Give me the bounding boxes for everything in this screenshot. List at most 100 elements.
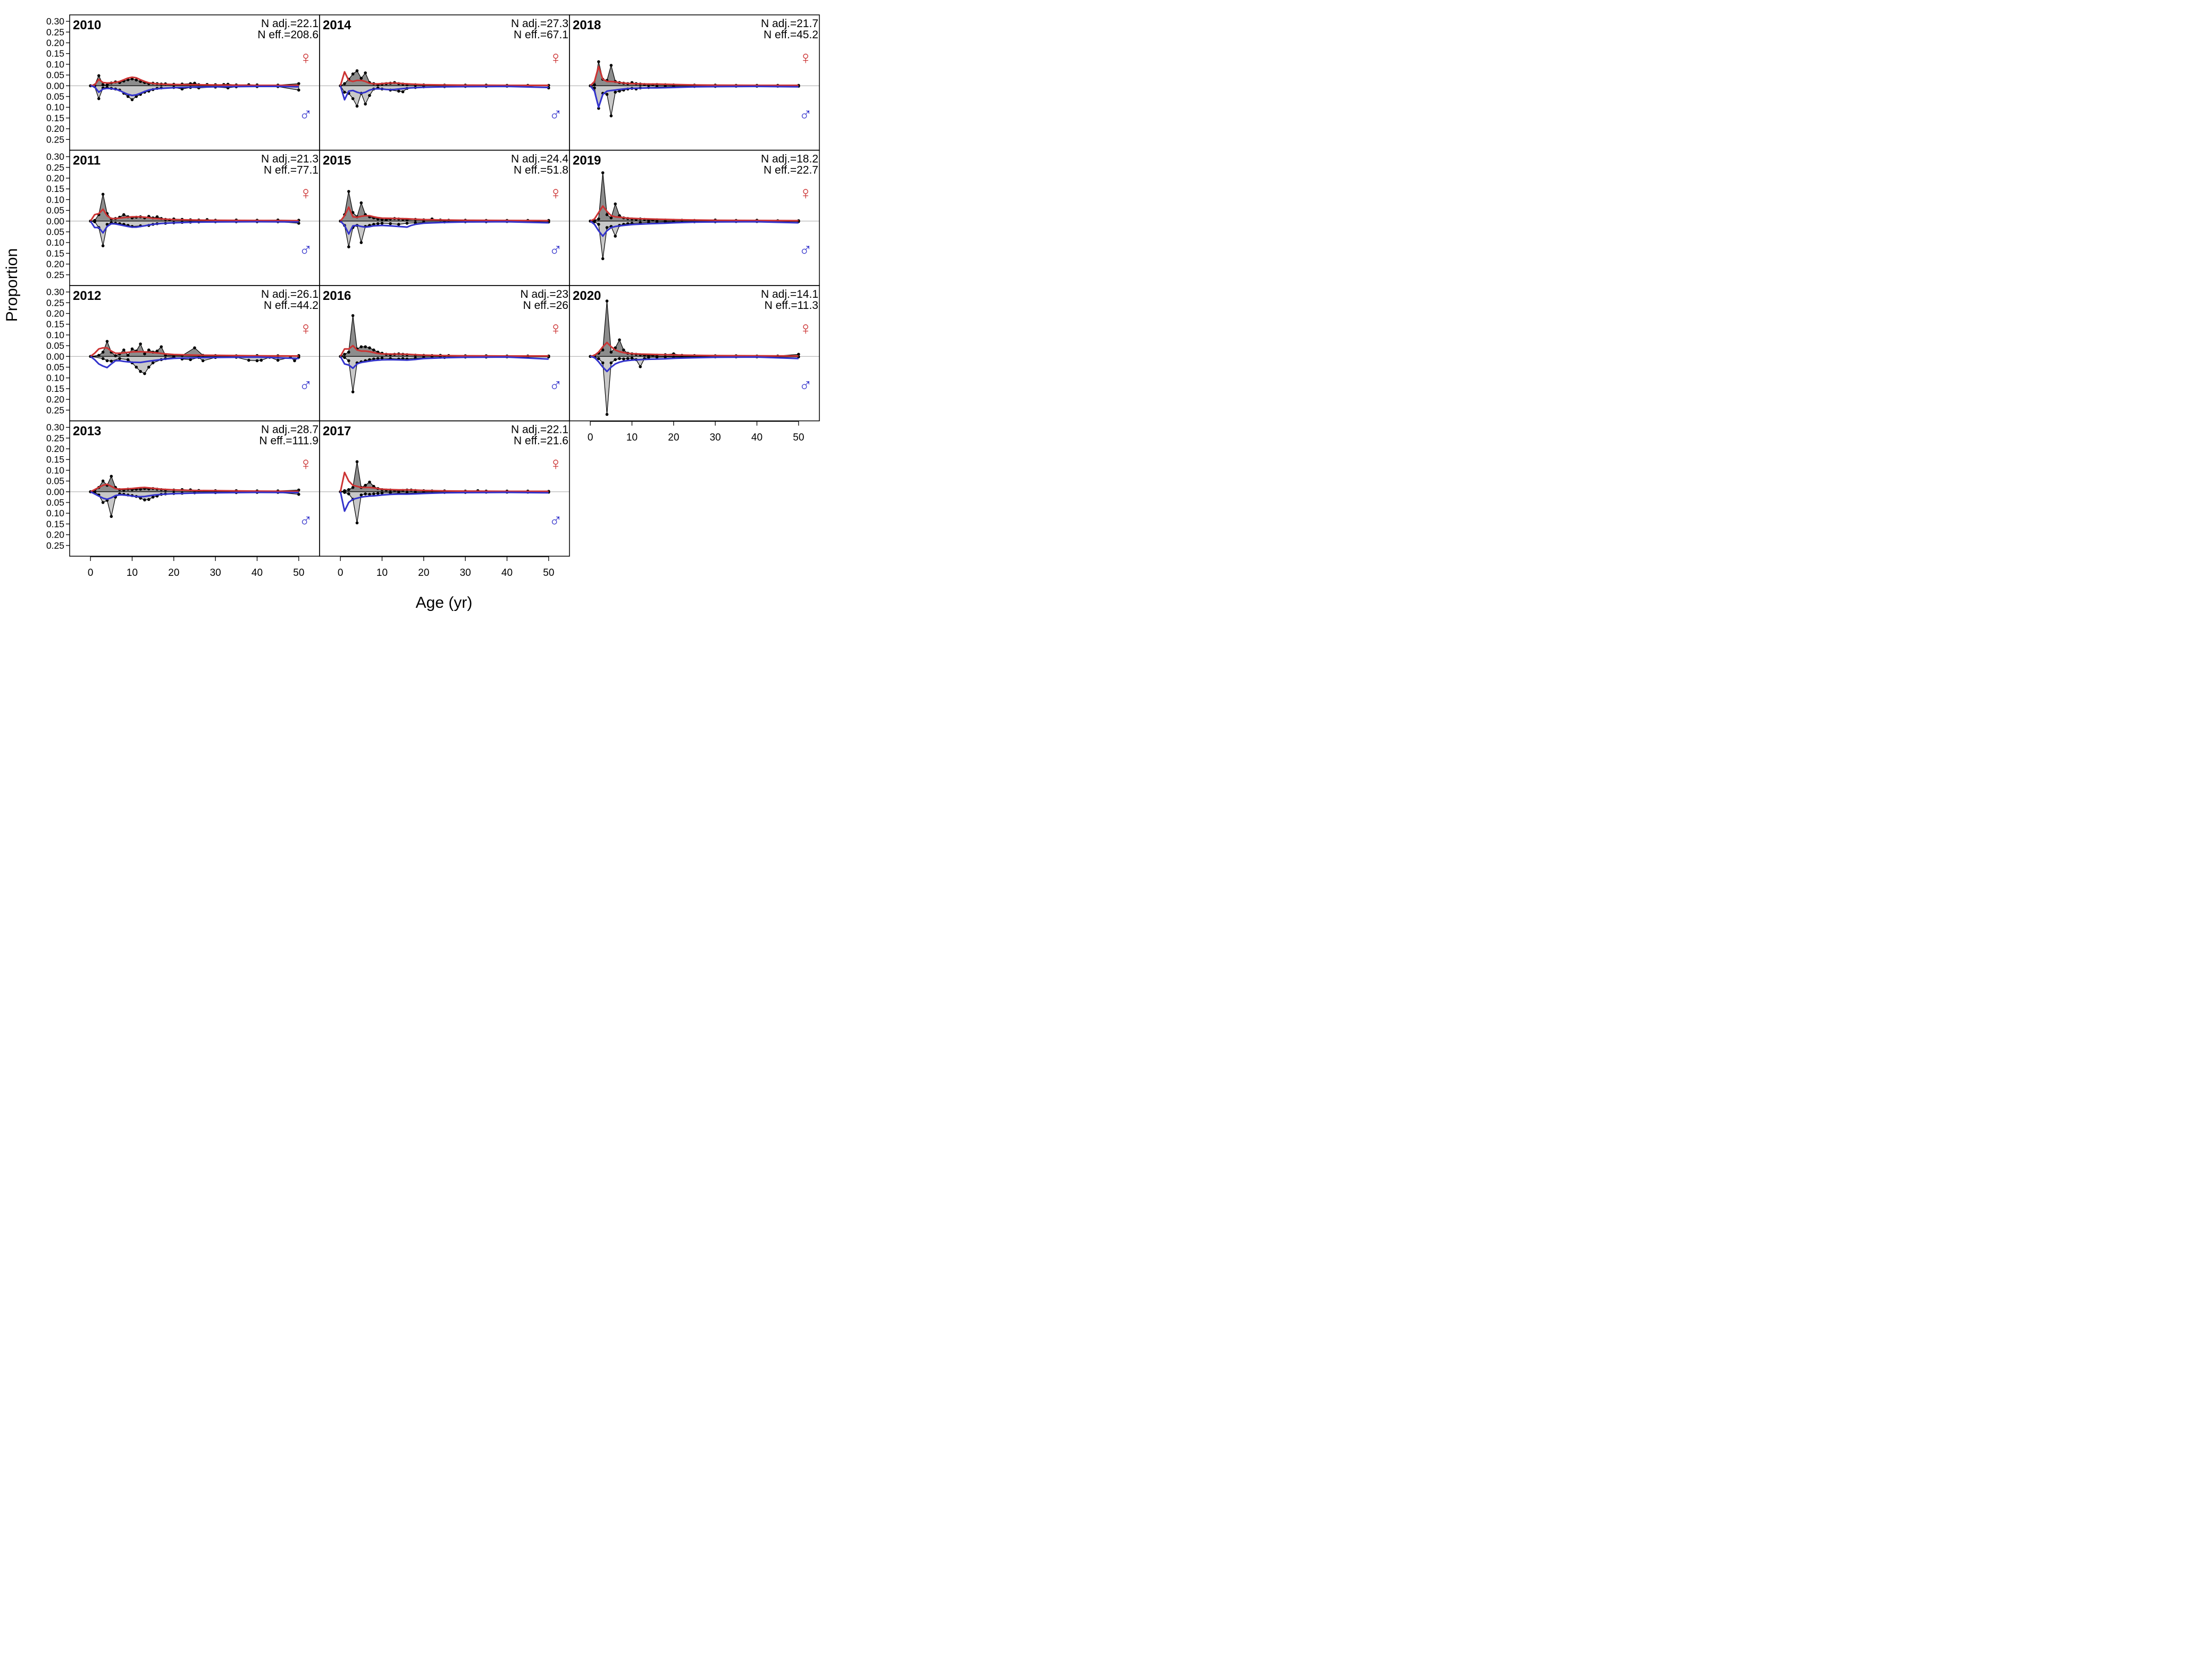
observed-male-point [593, 220, 596, 223]
female-symbol-icon: ♀ [299, 48, 313, 68]
y-tick-label: 0.10 [46, 508, 64, 518]
observed-male-point [351, 390, 355, 393]
expected-female-line [339, 345, 549, 357]
observed-female-point [359, 345, 363, 348]
expected-male-line [340, 220, 549, 235]
observed-female-point [368, 346, 371, 349]
expected-male-line [590, 85, 799, 108]
observed-female-area [90, 194, 299, 222]
observed-male-point [101, 357, 105, 361]
female-symbol-icon: ♀ [549, 48, 563, 68]
x-tick-label: 10 [626, 432, 638, 443]
x-tick-label: 50 [293, 567, 304, 579]
x-tick-label: 10 [376, 567, 388, 579]
x-tick-label: 0 [588, 432, 593, 443]
female-symbol-icon: ♀ [799, 183, 812, 204]
observed-female-point [355, 69, 359, 72]
observed-female-area [590, 172, 799, 222]
observed-male-area [90, 356, 299, 374]
y-tick-label: 0.20 [46, 38, 64, 48]
panels-layer: 2010 N adj.=22.1N eff.=208.6♀♂0.300.250.2… [46, 14, 820, 579]
observed-male-point [380, 222, 384, 225]
female-symbol-icon: ♀ [549, 319, 563, 339]
observed-male-area [90, 85, 299, 100]
n-eff-label: N eff.=44.2 [264, 299, 319, 312]
observed-male-point [110, 515, 113, 518]
y-tick-label: 0.15 [46, 113, 64, 123]
y-tick-label: 0.15 [46, 383, 64, 394]
observed-male-point [97, 97, 100, 100]
observed-male-point [343, 491, 346, 494]
panel-year-label: 2014 [323, 18, 351, 32]
observed-female-point [114, 354, 117, 357]
x-tick-label: 30 [460, 567, 471, 579]
y-tick-label: 0.10 [46, 237, 64, 248]
observed-female-point [135, 78, 138, 82]
observed-female-point [364, 345, 367, 348]
observed-female-point [297, 82, 300, 86]
x-tick-label: 30 [210, 567, 221, 579]
y-tick-label: 0.10 [46, 330, 64, 340]
y-tick-label: 0.05 [46, 340, 64, 351]
y-tick-label: 0.30 [46, 152, 64, 162]
y-axis-title: Proportion [3, 248, 21, 322]
observed-male-point [347, 359, 350, 363]
female-symbol-icon: ♀ [549, 454, 563, 474]
observed-female-point [359, 77, 363, 80]
y-tick-label: 0.30 [46, 287, 64, 297]
male-symbol-icon: ♂ [299, 105, 313, 125]
observed-female-point [618, 338, 621, 342]
observed-male-area [340, 356, 549, 392]
x-tick-label: 50 [543, 567, 554, 579]
observed-female-point [351, 72, 355, 76]
expected-female-line [89, 208, 299, 222]
y-tick-label: 0.25 [46, 405, 64, 415]
observed-male-point [368, 94, 371, 97]
panel-2016: 2016 N adj.=23N eff.=26 ♀ ♂ [319, 285, 570, 422]
observed-male-point [343, 90, 346, 94]
y-tick-label: 0.30 [46, 16, 64, 27]
x-tick-label: 40 [751, 432, 763, 443]
n-adj-label: N adj.=21.7 [761, 18, 818, 30]
observed-female-point [797, 353, 800, 356]
expected-male-line [590, 220, 799, 237]
n-eff-label: N eff.=22.7 [764, 164, 818, 177]
panel-year-label: 2015 [323, 154, 351, 168]
y-tick-label: 0.25 [46, 270, 64, 280]
panel-border [569, 285, 820, 422]
panel-year-label: 2010 [73, 18, 101, 32]
observed-female-point [147, 348, 150, 351]
male-symbol-icon: ♂ [549, 375, 563, 396]
panel-year-label: 2012 [73, 289, 101, 303]
expected-male-line [89, 220, 299, 234]
y-tick-label: 0.20 [46, 123, 64, 134]
observed-female-point [364, 483, 367, 487]
y-tick-label: 0.15 [46, 454, 64, 465]
female-symbol-icon: ♀ [799, 319, 812, 339]
observed-female-point [609, 64, 613, 67]
n-eff-label: N eff.=45.2 [764, 29, 818, 41]
n-eff-label: N eff.=77.1 [264, 164, 319, 177]
observed-male-point [597, 357, 600, 361]
expected-female-line [590, 65, 799, 87]
observed-male-point [605, 413, 609, 416]
observed-male-point [201, 359, 205, 363]
observed-male-point [626, 357, 630, 361]
panel-2019: 2019 N adj.=18.2N eff.=22.7 ♀ ♂ [569, 149, 820, 286]
expected-female-line [340, 206, 549, 222]
observed-male-point [664, 355, 667, 359]
observed-female-area [340, 315, 549, 357]
n-adj-label: N adj.=24.4 [511, 153, 568, 165]
observed-female-point [143, 352, 146, 356]
observed-male-point [609, 361, 613, 365]
x-tick-label: 10 [127, 567, 138, 579]
observed-male-point [147, 498, 150, 501]
observed-female-point [347, 190, 350, 193]
x-tick-label: 0 [88, 567, 94, 579]
observed-male-point [276, 358, 280, 362]
observed-male-point [343, 356, 346, 359]
panel-2018: 2018 N adj.=21.7N eff.=45.2 ♀ ♂ [569, 14, 820, 151]
y-tick-label: 0.05 [46, 227, 64, 237]
observed-male-point [372, 492, 375, 496]
n-eff-label: N eff.=51.8 [514, 164, 568, 177]
